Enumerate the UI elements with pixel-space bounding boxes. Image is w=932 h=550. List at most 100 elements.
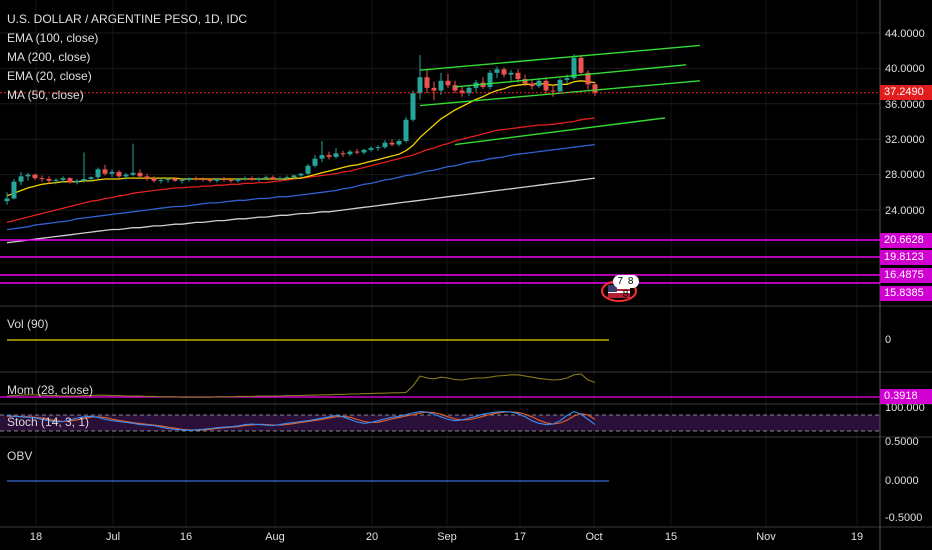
candle	[88, 176, 94, 182]
candle-body	[333, 153, 339, 157]
candle-body	[165, 179, 171, 181]
candle	[172, 177, 178, 182]
candle-body	[18, 176, 24, 182]
legend-ma50[interactable]: MA (50, close)	[7, 88, 84, 102]
candle	[284, 175, 290, 180]
trend-line	[454, 117, 666, 146]
candle-body	[291, 175, 297, 178]
candle-body	[11, 181, 17, 199]
momentum-pane-title[interactable]: Mom (28, close)	[7, 383, 94, 397]
candle	[221, 177, 227, 182]
candle-body	[543, 80, 549, 91]
candle-body	[67, 178, 73, 183]
candle	[592, 82, 598, 96]
candle-body	[382, 142, 388, 148]
candle	[270, 175, 276, 180]
level-tag: 16.4875	[880, 268, 932, 283]
candle	[375, 145, 381, 151]
candle	[361, 148, 367, 155]
flag-icon[interactable]	[600, 277, 638, 303]
candle	[333, 148, 339, 159]
candle-body	[585, 72, 591, 85]
candle	[158, 178, 164, 184]
candle	[396, 139, 402, 147]
time-tick: Sep	[437, 531, 457, 543]
time-tick: 20	[365, 531, 379, 543]
candle	[578, 55, 584, 76]
candle	[431, 81, 437, 101]
legend-ema100[interactable]: EMA (100, close)	[7, 31, 99, 45]
level-tag: 15.8385	[880, 286, 932, 301]
candle	[144, 173, 150, 181]
price-tick: 40.0000	[885, 63, 925, 75]
candle-body	[53, 179, 59, 181]
candle-body	[200, 179, 206, 181]
candle-body	[207, 179, 213, 181]
candle	[102, 164, 108, 176]
candle-body	[571, 57, 577, 79]
candle-body	[172, 179, 178, 181]
ema20-line	[6, 80, 596, 197]
candle-body	[361, 149, 367, 153]
legend-ma200[interactable]: MA (200, close)	[7, 50, 91, 64]
candle-body	[396, 140, 402, 145]
candle-body	[522, 79, 528, 84]
candle-body	[284, 177, 290, 179]
candle	[130, 143, 136, 177]
candle	[193, 176, 199, 181]
symbol-title[interactable]: U.S. DOLLAR / ARGENTINE PESO, 1D, IDC	[7, 12, 248, 26]
ma200-line	[6, 177, 596, 244]
candle-body	[60, 178, 66, 180]
candle	[501, 67, 507, 78]
candle	[81, 152, 87, 183]
moving-averages	[6, 80, 596, 244]
time-tick: 19	[850, 531, 864, 543]
event-badge[interactable]: 7 8 8	[613, 275, 639, 300]
obv-tick: 0.0000	[885, 475, 919, 487]
candle	[550, 84, 556, 97]
volume-pane-title[interactable]: Vol (90)	[7, 317, 49, 331]
candle-body	[536, 80, 542, 87]
candle	[347, 149, 353, 157]
candle	[424, 70, 430, 94]
time-tick: Oct	[585, 531, 603, 543]
candle-body	[347, 151, 353, 155]
candle-body	[193, 178, 199, 180]
candle	[228, 178, 234, 183]
candle-body	[326, 155, 332, 157]
candle	[312, 155, 318, 168]
candle	[326, 151, 332, 160]
candle-body	[151, 178, 157, 181]
candle	[529, 79, 535, 90]
candle	[18, 171, 24, 186]
candle	[585, 70, 591, 90]
legend-ema20[interactable]: EMA (20, close)	[7, 69, 92, 83]
candle	[557, 78, 563, 94]
obv-pane-title[interactable]: OBV	[7, 449, 33, 463]
candle	[242, 176, 248, 181]
candle-body	[529, 83, 535, 87]
stoch-pane-title[interactable]: Stoch (14, 3, 1)	[7, 415, 90, 429]
time-tick: Aug	[265, 531, 285, 543]
candle-body	[123, 174, 129, 177]
candle	[116, 170, 122, 179]
candle-body	[508, 72, 514, 75]
last-price-tag: 37.2490	[880, 85, 932, 100]
stoch-d-line	[7, 411, 596, 431]
candle-body	[74, 180, 80, 183]
obv-tick: -0.5000	[885, 512, 923, 524]
ma50-line	[6, 117, 596, 224]
candle	[151, 176, 157, 183]
candle	[165, 178, 171, 183]
candle	[368, 146, 374, 152]
candle-body	[242, 178, 248, 180]
candle	[543, 77, 549, 95]
candle-body	[137, 172, 143, 177]
candle-body	[158, 179, 164, 181]
candle-body	[144, 176, 150, 179]
horizontal-levels[interactable]	[0, 92, 880, 284]
candle-body	[298, 173, 304, 176]
candle	[249, 176, 255, 181]
candle	[137, 169, 143, 179]
